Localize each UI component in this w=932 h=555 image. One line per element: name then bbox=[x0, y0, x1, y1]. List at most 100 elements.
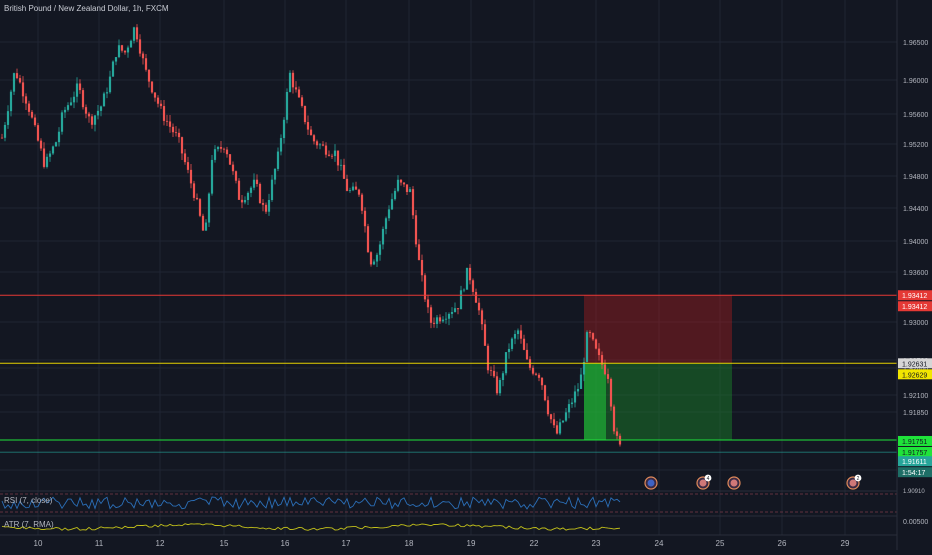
indicator-panes bbox=[0, 490, 897, 536]
candle bbox=[324, 142, 328, 158]
candle-body bbox=[483, 324, 487, 346]
candle bbox=[33, 114, 37, 127]
candle-body bbox=[102, 93, 106, 107]
candle-body bbox=[534, 373, 538, 375]
stop-price-tag[interactable]: 1.93412 bbox=[898, 290, 932, 301]
candle bbox=[9, 89, 13, 117]
chart-grid bbox=[0, 0, 897, 535]
candle-body bbox=[162, 106, 166, 121]
candle-body bbox=[75, 83, 79, 97]
candle-body bbox=[93, 115, 97, 125]
entry-handle-zone[interactable] bbox=[584, 363, 606, 440]
candle-body bbox=[87, 113, 91, 117]
candle bbox=[165, 114, 169, 127]
candle bbox=[111, 60, 115, 77]
candle bbox=[594, 338, 598, 350]
candle bbox=[351, 182, 355, 192]
candle bbox=[321, 141, 325, 147]
candle-body bbox=[27, 103, 31, 112]
candle bbox=[21, 76, 25, 103]
stop-loss-zone[interactable] bbox=[584, 295, 732, 364]
candle-body bbox=[351, 186, 355, 191]
candle bbox=[327, 150, 331, 157]
candle-body bbox=[375, 254, 379, 262]
candle bbox=[345, 174, 349, 192]
candle bbox=[507, 343, 511, 359]
candle bbox=[465, 267, 469, 290]
candle bbox=[117, 39, 121, 59]
candle bbox=[420, 254, 424, 282]
flag-icon[interactable] bbox=[644, 476, 658, 490]
candle bbox=[495, 371, 499, 396]
event-badge bbox=[704, 474, 712, 482]
candle bbox=[513, 330, 517, 345]
flag-icon[interactable]: 4 bbox=[696, 474, 712, 490]
candle bbox=[156, 95, 160, 108]
candle bbox=[450, 307, 454, 319]
event-flag bbox=[647, 479, 655, 487]
candle-body bbox=[468, 267, 472, 281]
candle bbox=[231, 161, 235, 175]
time-tick-label: 11 bbox=[95, 539, 104, 548]
candle-body bbox=[231, 164, 235, 172]
rsi-legend[interactable]: RSI (7, close) bbox=[4, 496, 53, 505]
candle-body bbox=[447, 313, 451, 319]
flag-icon[interactable]: 2 bbox=[846, 474, 862, 490]
current-price-tag[interactable]: 1.91611 bbox=[898, 456, 932, 467]
price-tick-label: 1.91850 bbox=[903, 410, 928, 417]
flag-icon[interactable] bbox=[727, 476, 741, 490]
candle-body bbox=[582, 361, 586, 375]
candle bbox=[309, 125, 313, 136]
candle bbox=[531, 365, 535, 376]
candle bbox=[93, 114, 97, 132]
candle bbox=[105, 87, 109, 99]
candle bbox=[240, 194, 244, 209]
candle bbox=[306, 115, 310, 136]
candle-body bbox=[72, 96, 76, 103]
candle bbox=[474, 288, 478, 303]
take-profit-zone[interactable] bbox=[584, 363, 732, 440]
symbol-title[interactable]: British Pound / New Zealand Dollar, 1h, … bbox=[4, 4, 169, 13]
candle bbox=[99, 105, 103, 117]
candle-body bbox=[3, 124, 7, 138]
candle bbox=[6, 105, 10, 129]
candle bbox=[543, 384, 547, 402]
time-tick-label: 22 bbox=[530, 539, 539, 548]
candle-body bbox=[588, 332, 592, 334]
time-axis[interactable]: 10 11 12 15 16 17 18 19 22 23 24 25 26 29 bbox=[34, 539, 850, 548]
candle-body bbox=[360, 194, 364, 211]
target-price-tag[interactable]: 1.91751 bbox=[898, 435, 932, 446]
current-price-tag-bg bbox=[898, 456, 932, 467]
candle-body bbox=[213, 149, 217, 160]
entry-price-tag-text: 1.92631 bbox=[902, 361, 927, 368]
candle-body bbox=[561, 420, 565, 423]
atr-legend[interactable]: ATR (7, RMA) bbox=[4, 520, 54, 529]
candle-body bbox=[444, 318, 448, 320]
candle bbox=[591, 332, 595, 341]
candle-body bbox=[282, 119, 286, 139]
candle bbox=[12, 72, 16, 95]
candle-body bbox=[354, 186, 358, 190]
candle bbox=[588, 330, 592, 338]
candle-body bbox=[288, 72, 292, 92]
candle-body bbox=[276, 151, 280, 169]
stop-price-tag-2[interactable]: 1.93412 bbox=[898, 301, 932, 312]
candle-body bbox=[390, 199, 394, 210]
candle-body bbox=[186, 162, 190, 170]
bar-countdown-tag[interactable]: 1:54:17 bbox=[898, 467, 932, 478]
candle bbox=[522, 334, 526, 351]
candle bbox=[30, 109, 34, 119]
candle bbox=[135, 24, 139, 43]
candle-body bbox=[366, 226, 370, 253]
candle bbox=[51, 145, 55, 155]
candle-body bbox=[525, 349, 529, 360]
candle bbox=[372, 259, 376, 266]
candle bbox=[288, 70, 292, 93]
candle bbox=[186, 156, 190, 174]
entry-price-tag-2[interactable]: 1.92629 bbox=[898, 369, 932, 380]
entry-price-tag[interactable]: 1.92631 bbox=[898, 358, 932, 369]
target-price-tag-2[interactable]: 1.91757 bbox=[898, 446, 932, 457]
candle bbox=[144, 53, 148, 72]
